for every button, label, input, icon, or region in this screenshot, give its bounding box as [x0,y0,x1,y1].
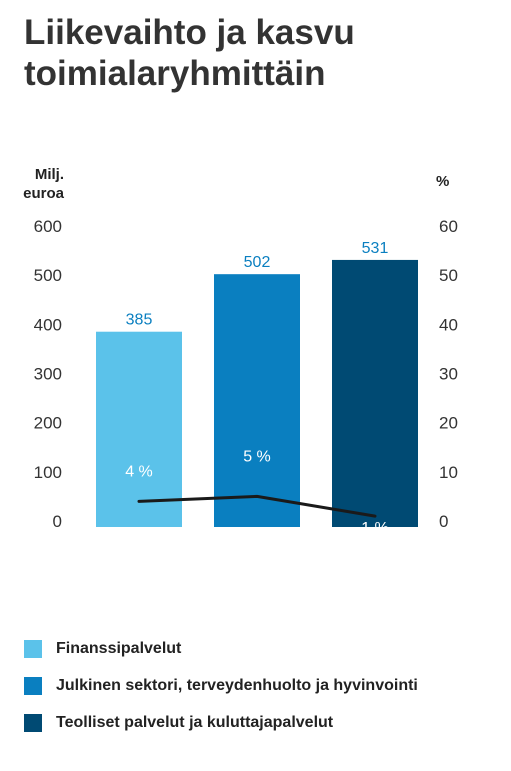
chart-plot: 0 100 200 300 400 500 600 0 10 20 30 40 50 60 385 502 53… [33,217,458,537]
bar-value-label-1: 385 [126,312,153,329]
legend-label-teolliset-palvelut: Teolliset palvelut ja kuluttajapalvelut [56,713,334,731]
growth-label-1: 4 % [125,463,153,480]
right-tick-label-20: 20 [439,414,458,433]
legend-swatch-finanssipalvelut [24,639,42,658]
legend-swatch-julkinen-sektori [24,676,42,695]
left-tick-label-300: 300 [34,365,62,384]
right-tick-label-40: 40 [439,315,458,334]
right-tick-label-0: 0 [439,512,448,531]
left-tick-label-400: 400 [34,315,62,334]
legend-swatch-teolliset-palvelut [24,713,42,732]
chart-title-line-2: toimialaryhmittäin [24,54,326,93]
legend-item-finanssipalvelut: Finanssipalvelut [24,630,494,667]
left-tick-label-200: 200 [34,414,62,433]
left-axis-unit-line-1: Milj. [34,166,64,183]
right-tick-label-60: 60 [439,217,458,236]
left-tick-label-100: 100 [34,463,62,482]
bar-2 [214,274,300,527]
bar-1 [96,331,182,527]
chart-title-line-1: Liikevaihto ja kasvu [24,13,355,52]
legend-item-julkinen-sektori: Julkinen sektori, terveydenhuolto ja hyv… [24,667,494,704]
legend-item-teolliset-palvelut: Teolliset palvelut ja kuluttajapalvelut [24,704,494,741]
bar-value-label-2: 502 [244,254,271,271]
bar-value-label-3: 531 [362,240,389,257]
right-tick-label-50: 50 [439,266,458,285]
left-tick-label-0: 0 [53,512,62,531]
left-tick-label-600: 600 [34,217,62,236]
growth-line [137,494,377,518]
right-axis-unit: % [436,173,450,190]
left-tick-label-500: 500 [34,266,62,285]
legend-label-finanssipalvelut: Finanssipalvelut [56,639,182,657]
legend-label-julkinen-sektori: Julkinen sektori, terveydenhuolto ja hyv… [56,676,418,694]
right-tick-label-10: 10 [439,463,458,482]
growth-label-3: 1 % [361,520,389,537]
left-axis-unit: Milj. euroa [12,165,64,203]
growth-label-2: 5 % [243,448,271,465]
right-tick-label-30: 30 [439,365,458,384]
legend: Finanssipalvelut Julkinen sektori, terve… [24,630,494,741]
chart-title: Liikevaihto ja kasvu toimialaryhmittäin [24,12,494,94]
bar-3 [332,259,418,527]
left-axis-unit-line-2: euroa [23,185,64,202]
